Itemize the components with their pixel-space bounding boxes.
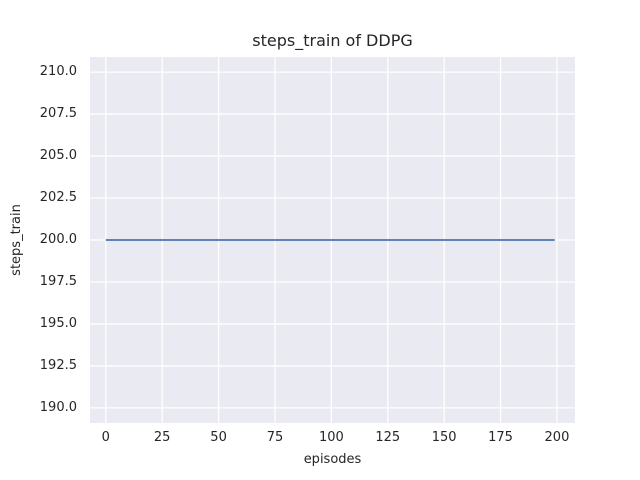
x-tick-label: 100 xyxy=(318,430,344,445)
y-tick-label: 200.0 xyxy=(39,232,77,247)
x-tick-label: 0 xyxy=(101,430,110,445)
y-tick-label: 197.5 xyxy=(39,273,77,289)
x-axis-label: episodes xyxy=(303,452,362,467)
y-tick-label: 202.5 xyxy=(39,190,77,206)
y-tick-label: 190.0 xyxy=(39,399,77,415)
x-tick-label: 125 xyxy=(375,430,401,445)
y-tick-label: 207.5 xyxy=(39,106,77,122)
y-tick-label: 192.5 xyxy=(39,357,77,373)
x-tick-label: 150 xyxy=(431,430,457,445)
y-tick-label: 210.0 xyxy=(39,64,77,80)
x-tick-label: 175 xyxy=(488,430,513,445)
x-tick-label: 25 xyxy=(153,430,171,445)
x-tick-label: 50 xyxy=(210,430,227,445)
y-tick-label: 195.0 xyxy=(39,315,77,331)
x-tick-label: 75 xyxy=(266,430,284,445)
plot-area xyxy=(90,57,575,423)
y-tick-label: 205.0 xyxy=(39,148,77,164)
x-tick-label: 200 xyxy=(544,430,570,445)
y-tick-labels: 190.0 192.5 195.0 197.5 200.0 202.5 205.0 207.5… xyxy=(0,57,77,423)
chart-title: steps_train of DDPG xyxy=(252,31,413,50)
x-tick-labels: 0 25 50 75 100 125 150 175 200 xyxy=(90,430,575,447)
